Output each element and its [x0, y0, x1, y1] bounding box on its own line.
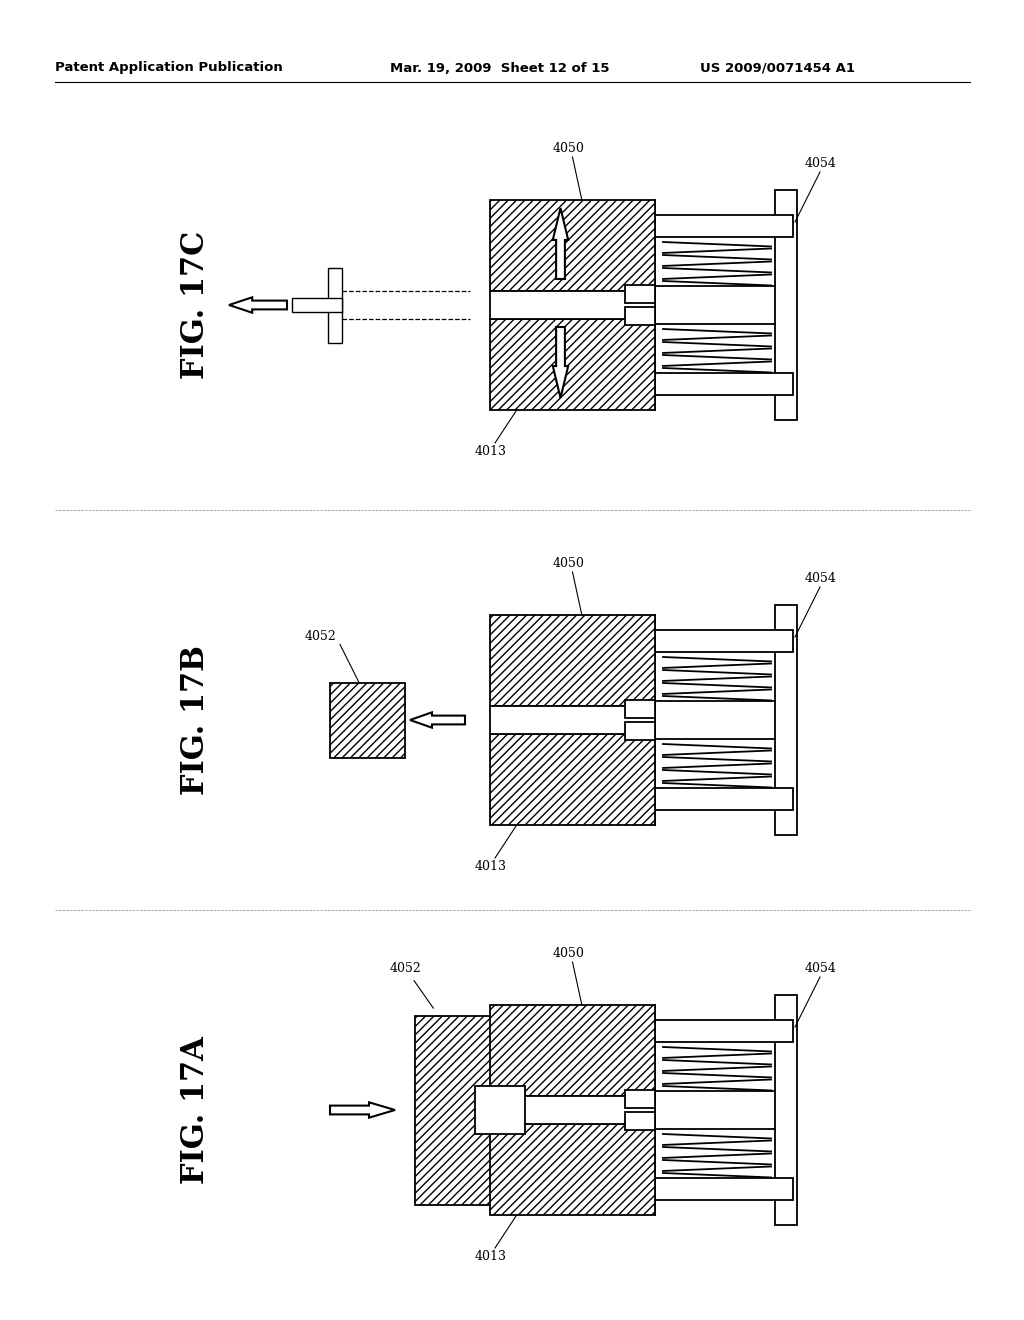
Text: 4050: 4050	[553, 557, 585, 570]
Text: Patent Application Publication: Patent Application Publication	[55, 62, 283, 74]
Bar	[328, 268, 342, 342]
Text: US 2009/0071454 A1: US 2009/0071454 A1	[700, 62, 855, 74]
Text: 4052: 4052	[390, 962, 433, 1008]
Text: 4054: 4054	[805, 157, 837, 170]
Text: 4013: 4013	[475, 1250, 507, 1263]
Bar	[655, 1177, 793, 1200]
Bar	[625, 1111, 655, 1130]
Text: 4050: 4050	[553, 143, 585, 154]
Bar	[490, 1005, 655, 1096]
Polygon shape	[410, 713, 465, 727]
Text: 4054: 4054	[805, 962, 837, 975]
Bar	[415, 1015, 515, 1204]
Bar	[655, 1020, 793, 1041]
Bar	[625, 1090, 655, 1107]
Text: 4013: 4013	[475, 445, 507, 458]
Text: FIG. 17B: FIG. 17B	[179, 645, 211, 795]
Bar	[775, 605, 797, 836]
Bar	[655, 630, 793, 652]
Bar	[655, 788, 793, 810]
Bar	[490, 290, 655, 319]
Bar	[490, 615, 655, 706]
Polygon shape	[553, 209, 568, 279]
Bar	[625, 308, 655, 325]
Text: FIG. 17C: FIG. 17C	[179, 231, 211, 379]
Bar	[625, 722, 655, 741]
Bar	[625, 285, 655, 304]
Bar	[490, 1125, 655, 1214]
Bar	[490, 1096, 655, 1125]
Text: 4054: 4054	[805, 572, 837, 585]
Text: 4052: 4052	[305, 630, 337, 643]
Bar	[475, 1086, 525, 1134]
Polygon shape	[553, 327, 568, 399]
Polygon shape	[229, 297, 287, 313]
Bar	[330, 682, 406, 758]
Text: FIG. 17A: FIG. 17A	[179, 1036, 211, 1184]
Bar	[775, 190, 797, 420]
Bar	[490, 706, 655, 734]
Bar	[490, 201, 655, 290]
Bar	[490, 734, 655, 825]
Bar	[625, 700, 655, 718]
Polygon shape	[330, 1102, 395, 1118]
Text: 4013: 4013	[475, 861, 507, 873]
Bar	[655, 374, 793, 395]
Bar	[292, 298, 342, 312]
Bar	[490, 319, 655, 411]
Text: Mar. 19, 2009  Sheet 12 of 15: Mar. 19, 2009 Sheet 12 of 15	[390, 62, 609, 74]
Text: 4050: 4050	[553, 946, 585, 960]
Bar	[775, 995, 797, 1225]
Bar	[655, 215, 793, 238]
